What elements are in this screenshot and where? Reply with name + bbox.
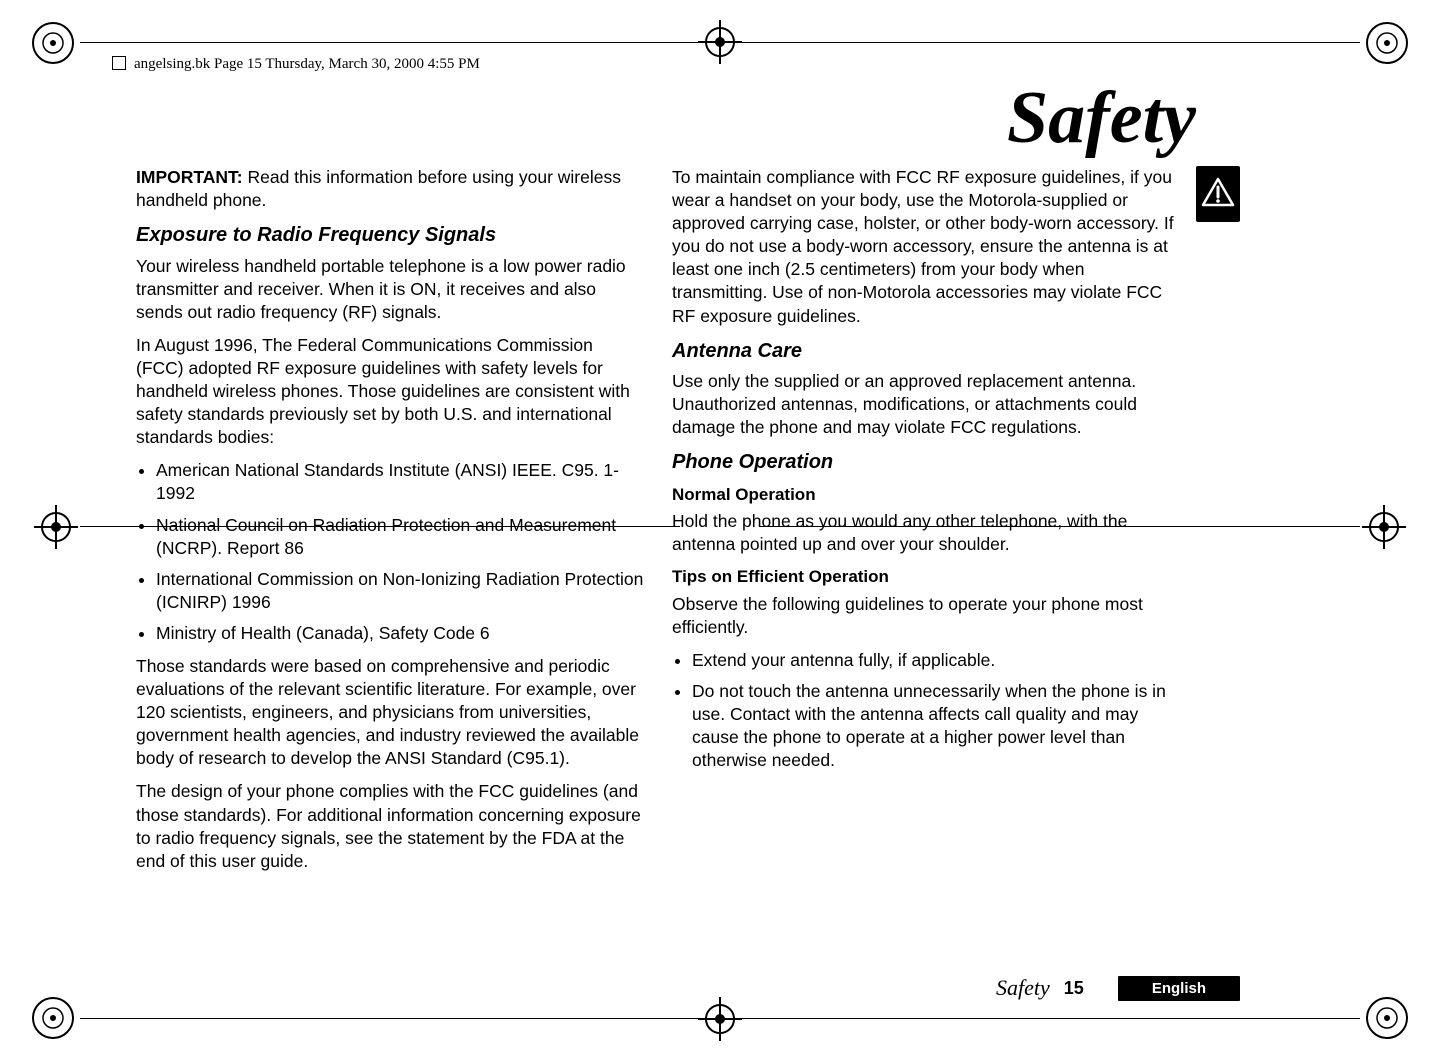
content-area: IMPORTANT: Read this information before …: [136, 166, 1180, 941]
body-paragraph: To maintain compliance with FCC RF expos…: [672, 166, 1180, 328]
body-paragraph: The design of your phone complies with t…: [136, 780, 644, 872]
list-item: International Commission on Non-Ionizing…: [156, 568, 644, 614]
heading-exposure: Exposure to Radio Frequency Signals: [136, 222, 644, 248]
body-paragraph: Observe the following guidelines to oper…: [672, 593, 1180, 639]
heading-antenna: Antenna Care: [672, 338, 1180, 364]
column-left: IMPORTANT: Read this information before …: [136, 166, 644, 941]
footer-page-number: 15: [1064, 978, 1084, 999]
important-label: IMPORTANT:: [136, 167, 243, 187]
list-item: National Council on Radiation Protection…: [156, 514, 644, 560]
chapter-title: Safety: [1007, 76, 1196, 161]
subheading-normal: Normal Operation: [672, 484, 1180, 506]
tips-list: Extend your antenna fully, if applicable…: [692, 649, 1180, 772]
crop-mark-icon: [28, 18, 78, 68]
warning-tab: [1196, 166, 1240, 222]
body-paragraph: Those standards were based on comprehens…: [136, 655, 644, 770]
list-item: American National Standards Institute (A…: [156, 459, 644, 505]
list-item: Do not touch the antenna unnecessarily w…: [692, 680, 1180, 772]
body-paragraph: Your wireless handheld portable telephon…: [136, 255, 644, 324]
page-footer: Safety 15 English: [996, 975, 1240, 1001]
registration-mark-icon: [34, 505, 78, 549]
registration-mark-icon: [1362, 505, 1406, 549]
warning-icon: [1201, 177, 1235, 212]
running-header-marker: [112, 56, 126, 70]
heading-phone-operation: Phone Operation: [672, 449, 1180, 475]
body-paragraph: Use only the supplied or an approved rep…: [672, 370, 1180, 439]
registration-mark-icon: [698, 997, 742, 1041]
footer-section: Safety: [996, 975, 1050, 1001]
standards-list: American National Standards Institute (A…: [156, 459, 644, 645]
important-paragraph: IMPORTANT: Read this information before …: [136, 166, 644, 212]
running-header: angelsing.bk Page 15 Thursday, March 30,…: [134, 56, 480, 73]
subheading-tips: Tips on Efficient Operation: [672, 566, 1180, 588]
body-paragraph: Hold the phone as you would any other te…: [672, 510, 1180, 556]
registration-mark-icon: [698, 20, 742, 64]
list-item: Ministry of Health (Canada), Safety Code…: [156, 622, 644, 645]
crop-mark-icon: [28, 993, 78, 1043]
column-right: To maintain compliance with FCC RF expos…: [672, 166, 1180, 941]
footer-language-badge: English: [1118, 976, 1240, 1001]
list-item: Extend your antenna fully, if applicable…: [692, 649, 1180, 672]
page: angelsing.bk Page 15 Thursday, March 30,…: [0, 0, 1440, 1061]
crop-mark-icon: [1362, 18, 1412, 68]
crop-mark-icon: [1362, 993, 1412, 1043]
body-paragraph: In August 1996, The Federal Communicatio…: [136, 334, 644, 449]
